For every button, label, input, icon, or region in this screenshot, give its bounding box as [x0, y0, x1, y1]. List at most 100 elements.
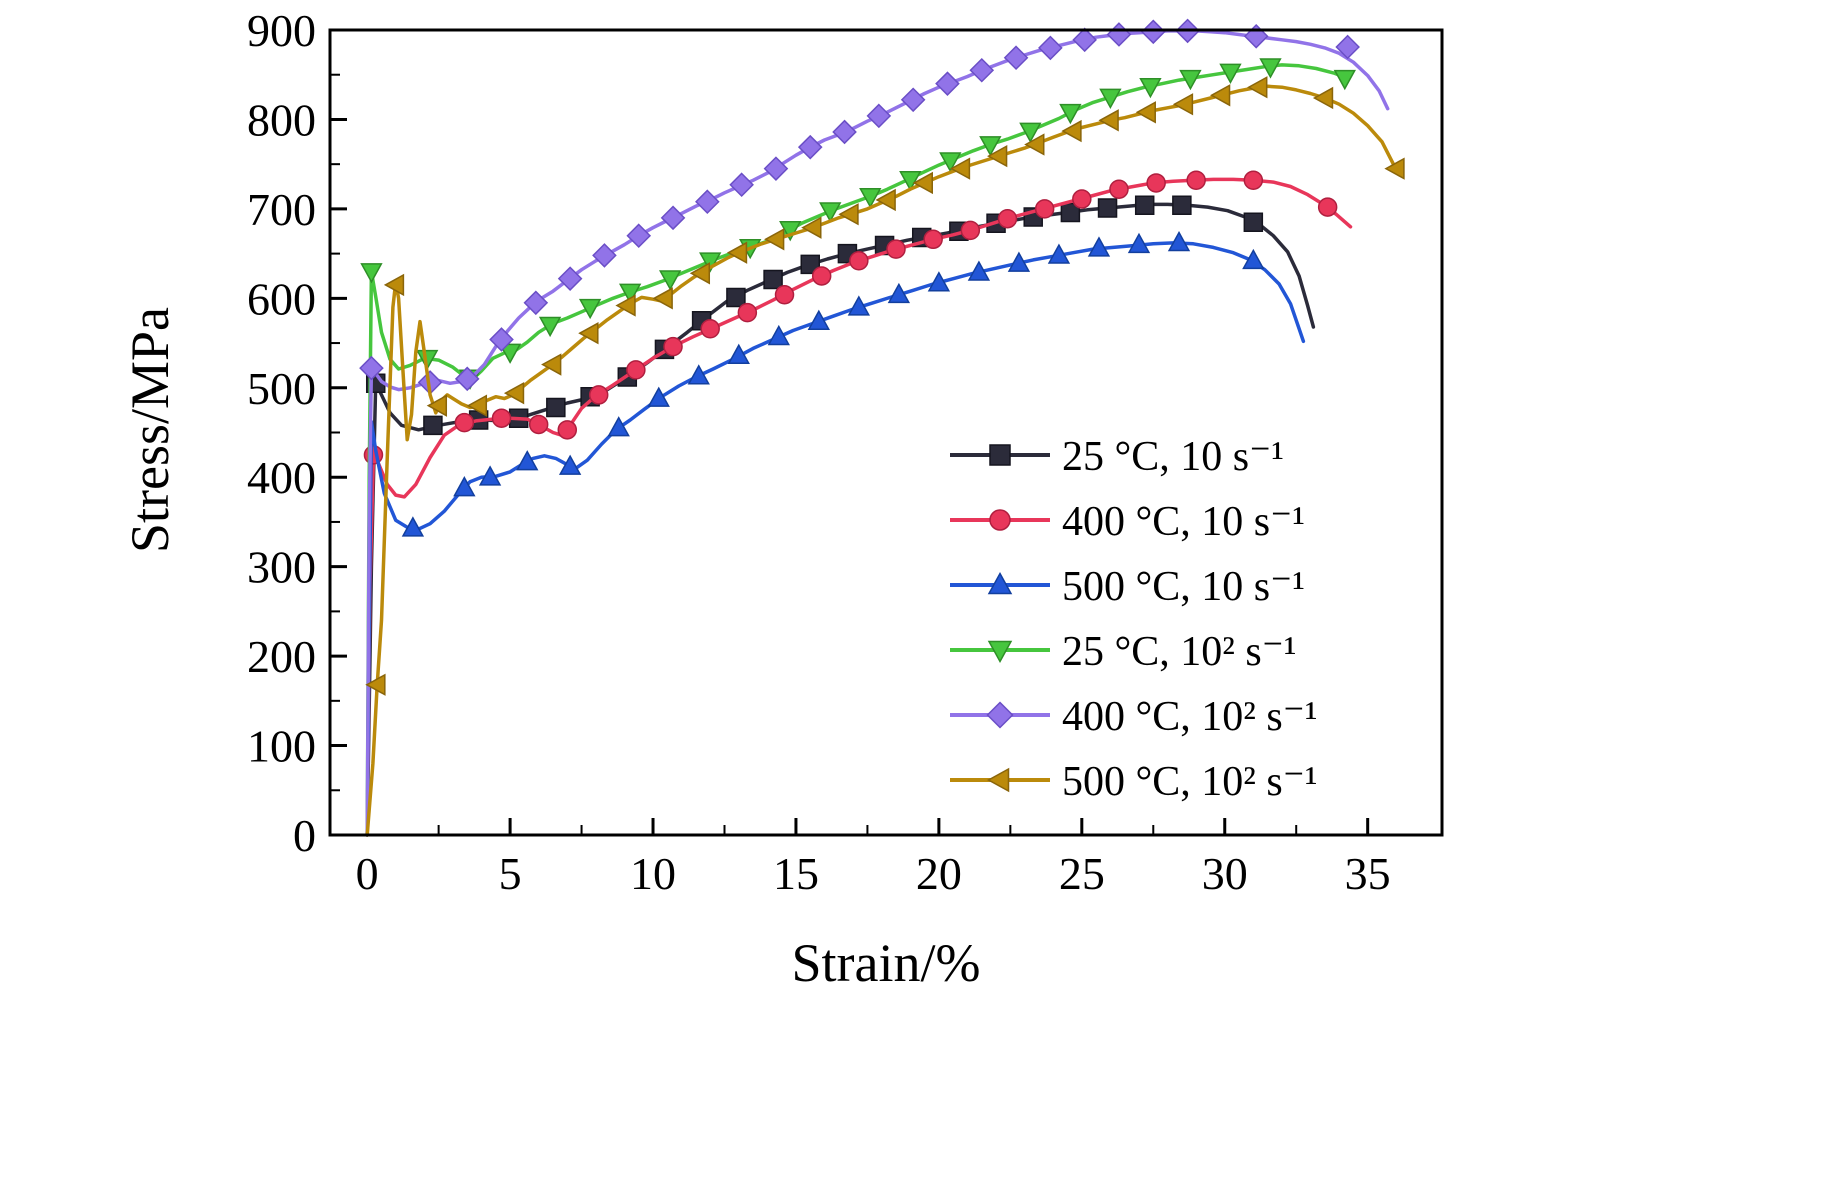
x-tick-label: 10: [630, 848, 676, 899]
triangle-up-marker-icon: [1242, 248, 1265, 270]
y-tick-label: 500: [247, 363, 316, 414]
legend-diamond-icon: [986, 701, 1014, 729]
triangle-up-marker-icon: [1047, 243, 1071, 264]
triangle-up-marker-icon: [847, 295, 871, 316]
y-tick-label: 900: [247, 5, 316, 56]
x-tick-label: 35: [1345, 848, 1391, 899]
triangle-left-marker-icon: [1135, 101, 1156, 124]
diamond-marker-icon: [523, 290, 549, 316]
square-marker-icon: [726, 287, 746, 308]
triangle-down-marker-icon: [360, 263, 383, 284]
triangle-down-marker-icon: [699, 252, 722, 273]
triangle-up-marker-icon: [1127, 232, 1151, 254]
x-tick-label: 15: [773, 848, 819, 899]
tick-labels: 0 5 10 15 20 25 30 35 0 100 200 300 400 500 600 700 800 9…: [247, 5, 1391, 899]
diamond-marker-icon: [900, 87, 926, 113]
circle-marker-icon: [960, 220, 981, 241]
circle-marker-icon: [1034, 199, 1055, 219]
axis-ticks: [330, 28, 1370, 837]
triangle-up-marker-icon: [1087, 236, 1111, 257]
y-tick-label: 800: [247, 94, 316, 145]
triangle-down-marker-icon: [618, 283, 642, 304]
triangle-left-marker-icon: [1098, 109, 1119, 132]
legend-label: 25 °C, 10 s⁻¹: [1062, 434, 1284, 480]
triangle-left-marker-icon: [949, 157, 971, 180]
triangle-left-marker-icon: [689, 262, 711, 285]
circle-marker-icon: [774, 285, 795, 305]
triangle-left-marker-icon: [652, 287, 673, 310]
x-tick-label: 20: [916, 848, 962, 899]
legend-square-icon: [989, 444, 1011, 466]
diamond-marker-icon: [797, 134, 823, 160]
triangle-up-marker-icon: [516, 450, 539, 471]
series-500C-10s: [365, 230, 1306, 837]
triangle-up-marker-icon: [807, 309, 830, 330]
circle-marker-icon: [737, 302, 758, 323]
square-marker-icon: [1243, 212, 1264, 233]
series-400C-10s: [363, 170, 1353, 837]
diamond-marker-icon: [763, 156, 789, 181]
diamond-marker-icon: [1335, 34, 1360, 60]
triangle-up-marker-icon: [558, 454, 582, 475]
diamond-marker-icon: [660, 205, 686, 231]
diamond-marker-icon: [626, 223, 652, 249]
legend-circle-icon: [989, 509, 1011, 531]
triangle-up-marker-icon: [1007, 251, 1031, 272]
triangle-left-marker-icon: [1312, 86, 1334, 110]
diamond-marker-icon: [557, 266, 583, 291]
triangle-left-marker-icon: [726, 241, 748, 264]
diamond-marker-icon: [489, 327, 514, 352]
diamond-marker-icon: [935, 71, 960, 96]
circle-marker-icon: [1317, 197, 1338, 217]
triangle-up-marker-icon: [767, 324, 790, 346]
diamond-marker-icon: [695, 189, 720, 215]
triangle-up-marker-icon: [687, 364, 710, 385]
circle-marker-icon: [1072, 189, 1092, 209]
circle-marker-icon: [997, 208, 1018, 229]
diamond-marker-icon: [1003, 45, 1029, 71]
triangle-up-marker-icon: [927, 271, 951, 292]
triangle-left-marker-icon: [838, 203, 859, 226]
legend-label: 400 °C, 10² s⁻¹: [1062, 694, 1318, 740]
triangle-left-marker-icon: [365, 673, 386, 696]
circle-marker-icon: [1186, 170, 1206, 191]
x-tick-label: 5: [499, 848, 522, 899]
triangle-left-marker-icon: [1024, 133, 1045, 156]
triangle-left-marker-icon: [578, 322, 599, 345]
diamond-marker-icon: [832, 119, 857, 145]
triangle-up-marker-icon: [453, 476, 476, 497]
triangle-up-marker-icon: [1167, 230, 1191, 252]
legend: 25 °C, 10 s⁻¹ 400 °C, 10 s⁻¹ 500 °C, 10 s⁻…: [950, 434, 1318, 805]
circle-marker-icon: [528, 414, 549, 435]
triangle-left-marker-icon: [466, 394, 488, 417]
circle-marker-icon: [1109, 179, 1129, 199]
circle-marker-icon: [923, 229, 943, 250]
triangle-down-marker-icon: [819, 202, 842, 223]
diamond-marker-icon: [866, 103, 892, 129]
x-tick-label: 30: [1202, 848, 1248, 899]
circle-marker-icon: [1243, 170, 1264, 191]
triangle-left-marker-icon: [912, 171, 933, 195]
diamond-marker-icon: [1140, 19, 1166, 45]
plot-border: [328, 28, 1444, 837]
triangle-up-marker-icon: [967, 260, 991, 281]
triangle-down-marker-icon: [1333, 69, 1356, 91]
triangle-left-marker-icon: [1209, 84, 1231, 107]
triangle-down-marker-icon: [416, 349, 439, 371]
triangle-down-marker-icon: [1139, 77, 1162, 99]
square-marker-icon: [763, 269, 783, 290]
circle-marker-icon: [811, 266, 832, 286]
circle-marker-icon: [886, 239, 906, 259]
triangle-down-marker-icon: [1219, 63, 1242, 84]
triangle-left-marker-icon: [426, 394, 448, 417]
triangle-left-marker-icon: [383, 273, 405, 297]
circle-marker-icon: [491, 408, 512, 428]
triangle-up-marker-icon: [727, 343, 750, 364]
y-tick-label: 400: [247, 452, 316, 503]
x-tick-label: 0: [356, 848, 379, 899]
triangle-down-marker-icon: [1099, 88, 1122, 109]
triangle-left-marker-icon: [1247, 76, 1268, 99]
series-line: [365, 29, 1390, 837]
series-500C-100s: [365, 76, 1405, 837]
circle-marker-icon: [454, 412, 475, 433]
